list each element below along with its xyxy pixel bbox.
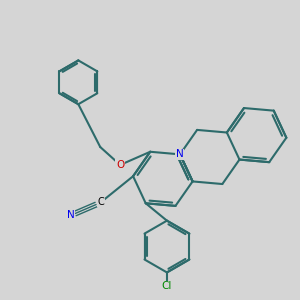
- Text: Cl: Cl: [162, 281, 172, 291]
- Text: N: N: [176, 149, 184, 159]
- Text: C: C: [98, 197, 104, 207]
- Text: N: N: [67, 210, 75, 220]
- Text: O: O: [116, 160, 124, 170]
